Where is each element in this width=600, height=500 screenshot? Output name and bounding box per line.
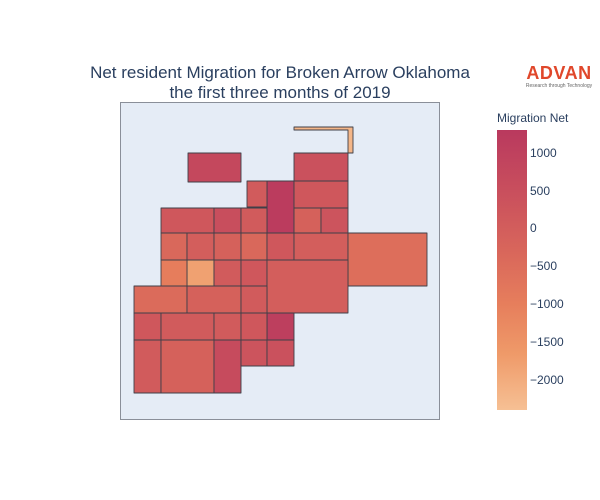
- map-region[interactable]: [266, 232, 295, 261]
- map-region[interactable]: [213, 339, 242, 394]
- map-region[interactable]: [347, 232, 428, 287]
- colorbar-tick-label: −2000: [530, 372, 564, 387]
- map-region[interactable]: [133, 285, 188, 314]
- map-region[interactable]: [266, 312, 295, 341]
- colorbar-title: Migration Net: [497, 111, 569, 125]
- map-region[interactable]: [246, 180, 268, 208]
- map-region[interactable]: [160, 259, 188, 287]
- map-region[interactable]: [186, 259, 215, 287]
- map-region[interactable]: [186, 232, 215, 261]
- map-region[interactable]: [213, 259, 242, 287]
- map-region[interactable]: [293, 180, 349, 209]
- map-plot-area[interactable]: [120, 102, 440, 420]
- map-region[interactable]: [213, 312, 242, 341]
- map-region[interactable]: [213, 232, 242, 261]
- map-region[interactable]: [133, 312, 162, 341]
- colorbar-gradient: [497, 130, 527, 410]
- map-region[interactable]: [133, 339, 162, 394]
- map-region[interactable]: [240, 285, 268, 314]
- brand-tagline: Research through Technology: [525, 83, 593, 89]
- map-region[interactable]: [293, 232, 349, 261]
- map-region[interactable]: [240, 207, 268, 234]
- map-region[interactable]: [187, 152, 242, 183]
- map-title-line-2: the first three months of 2019: [169, 83, 391, 102]
- colorbar-tick-label: 0: [530, 221, 537, 236]
- map-region[interactable]: [160, 312, 215, 341]
- map-region[interactable]: [240, 312, 268, 341]
- map-region[interactable]: [320, 207, 349, 234]
- colorbar-tick-label: 1000: [530, 145, 557, 160]
- map-region[interactable]: [293, 152, 349, 182]
- map-region[interactable]: [160, 232, 188, 261]
- map-region[interactable]: [240, 339, 268, 367]
- choropleth-map[interactable]: [121, 103, 441, 421]
- map-title-line-1: Net resident Migration for Broken Arrow …: [90, 63, 470, 82]
- map-region[interactable]: [186, 285, 242, 314]
- map-region[interactable]: [240, 259, 268, 287]
- map-region[interactable]: [293, 126, 354, 154]
- advan-logo: ADVAN Research through Technology: [523, 62, 595, 96]
- map-region[interactable]: [293, 207, 322, 234]
- colorbar-tick-label: 500: [530, 183, 551, 198]
- brand-name: ADVAN: [526, 63, 592, 83]
- map-region[interactable]: [160, 339, 215, 394]
- map-region[interactable]: [240, 232, 268, 261]
- map-region[interactable]: [266, 259, 349, 314]
- map-region[interactable]: [266, 180, 295, 234]
- map-region[interactable]: [160, 207, 215, 234]
- colorbar-tick-label: −1000: [530, 297, 564, 312]
- map-region[interactable]: [266, 339, 295, 367]
- colorbar-tick-label: −1500: [530, 334, 564, 349]
- map-region[interactable]: [213, 207, 242, 234]
- colorbar-tick-label: −500: [530, 259, 558, 274]
